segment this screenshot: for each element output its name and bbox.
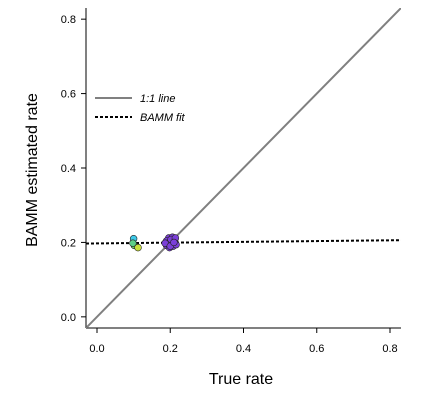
x-tick-label: 0.2 [163,343,178,355]
legend: 1:1 line BAMM fit [95,93,186,124]
legend-label-bamm-fit: BAMM fit [140,112,186,124]
one-to-one-line [86,8,401,328]
axes: 0.0 0.2 0.4 0.6 0.8 0.0 0.2 0.4 0.6 0.8 [61,8,401,355]
data-points [129,233,180,252]
x-tick-label: 0.6 [309,343,324,355]
y-axis-title: BAMM estimated rate [24,93,41,247]
x-tick-label: 0.8 [382,343,397,355]
lines [86,8,401,328]
x-axis-title: True rate [209,371,273,388]
y-tick-label: 0.0 [61,312,76,324]
y-tick-label: 0.8 [61,14,76,26]
data-point [129,239,137,247]
y-tick-label: 0.4 [61,163,76,175]
y-tick-label: 0.2 [61,237,76,249]
x-tick-label: 0.0 [89,343,104,355]
data-point [170,238,178,247]
bamm-fit-line [86,239,401,245]
legend-label-1-1-line: 1:1 line [140,93,175,105]
data-point [134,243,142,252]
y-tick-label: 0.6 [61,89,76,101]
x-tick-label: 0.4 [236,343,251,355]
